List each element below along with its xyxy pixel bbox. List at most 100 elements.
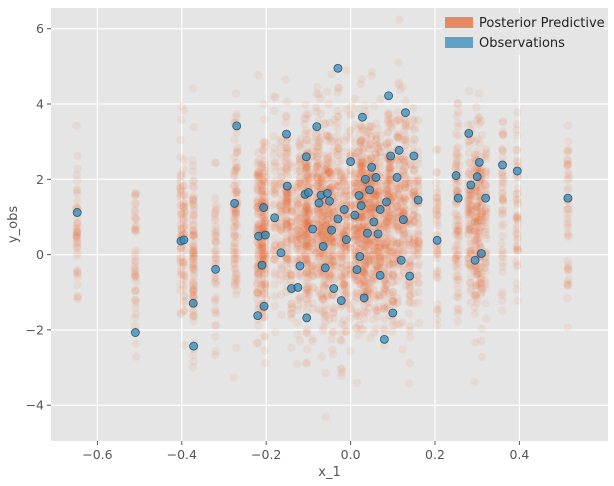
- posterior-sample-point: [380, 323, 389, 333]
- posterior-sample-point: [282, 253, 292, 263]
- posterior-sample-point: [303, 294, 312, 303]
- posterior-sample-point: [312, 215, 321, 224]
- posterior-sample-point: [367, 202, 376, 212]
- posterior-sample-point: [318, 208, 328, 218]
- observation-point: [375, 270, 385, 280]
- posterior-sample-point: [394, 129, 403, 139]
- posterior-sample-point: [384, 300, 393, 310]
- posterior-sample-point: [369, 200, 378, 210]
- posterior-sample-point: [327, 269, 336, 278]
- posterior-sample-point: [277, 213, 286, 222]
- posterior-sample-point: [312, 103, 321, 112]
- posterior-sample-point: [355, 258, 364, 268]
- posterior-sample-point: [400, 206, 410, 215]
- posterior-sample-point: [230, 231, 240, 240]
- posterior-sample-point: [304, 182, 313, 191]
- posterior-sample-point: [375, 260, 385, 269]
- posterior-sample-point: [179, 155, 188, 164]
- posterior-sample-point: [454, 225, 463, 235]
- posterior-sample-point: [388, 246, 397, 256]
- posterior-sample-point: [356, 142, 365, 152]
- posterior-sample-point: [319, 252, 329, 261]
- posterior-sample-point: [342, 280, 352, 290]
- posterior-sample-point: [176, 208, 186, 217]
- posterior-sample-point: [257, 186, 266, 196]
- posterior-sample-point: [345, 261, 355, 270]
- posterior-sample-point: [376, 222, 385, 231]
- posterior-sample-point: [287, 222, 297, 231]
- posterior-sample-point: [295, 268, 305, 278]
- posterior-sample-point: [257, 188, 266, 198]
- posterior-sample-point: [317, 227, 326, 236]
- posterior-sample-point: [325, 212, 334, 221]
- posterior-sample-point: [353, 178, 362, 187]
- posterior-sample-point: [382, 190, 391, 199]
- posterior-sample-point: [286, 206, 296, 216]
- posterior-sample-point: [394, 58, 404, 67]
- posterior-sample-point: [254, 168, 263, 177]
- posterior-sample-point: [313, 207, 322, 216]
- posterior-sample-point: [401, 140, 410, 150]
- posterior-sample-point: [312, 162, 322, 172]
- posterior-sample-point: [363, 199, 373, 208]
- posterior-sample-point: [295, 137, 304, 147]
- posterior-sample-point: [358, 124, 367, 133]
- posterior-sample-point: [259, 168, 269, 177]
- posterior-sample-point: [383, 270, 393, 279]
- posterior-sample-point: [350, 219, 360, 228]
- posterior-sample-point: [360, 165, 369, 174]
- posterior-sample-point: [189, 249, 199, 258]
- posterior-sample-point: [176, 201, 185, 210]
- posterior-sample-point: [188, 215, 198, 224]
- posterior-sample-point: [270, 255, 279, 265]
- posterior-sample-point: [188, 161, 198, 171]
- posterior-sample-point: [179, 222, 188, 232]
- posterior-sample-point: [454, 160, 464, 170]
- posterior-sample-point: [318, 230, 327, 239]
- posterior-sample-point: [477, 130, 487, 140]
- posterior-sample-point: [282, 97, 292, 106]
- posterior-sample-point: [230, 260, 239, 269]
- posterior-sample-point: [212, 227, 221, 237]
- posterior-sample-point: [282, 205, 291, 214]
- posterior-sample-point: [334, 163, 343, 173]
- posterior-sample-point: [347, 305, 356, 314]
- posterior-sample-point: [270, 233, 280, 243]
- posterior-sample-point: [282, 200, 291, 209]
- posterior-sample-point: [384, 288, 394, 297]
- posterior-sample-point: [319, 211, 328, 220]
- posterior-sample-point: [376, 257, 385, 267]
- posterior-sample-point: [259, 196, 269, 206]
- observation-point: [384, 91, 393, 101]
- posterior-sample-point: [382, 216, 392, 226]
- posterior-sample-point: [258, 245, 267, 254]
- posterior-sample-point: [176, 182, 185, 191]
- posterior-sample-point: [257, 239, 267, 249]
- posterior-sample-point: [372, 141, 381, 151]
- posterior-sample-point: [336, 365, 346, 374]
- posterior-sample-point: [399, 154, 408, 164]
- posterior-sample-point: [381, 280, 391, 290]
- posterior-sample-point: [454, 131, 463, 141]
- observation-point: [354, 191, 364, 200]
- posterior-sample-point: [188, 238, 198, 248]
- observation-point: [359, 293, 369, 303]
- posterior-sample-point: [254, 220, 263, 229]
- posterior-sample-point: [341, 223, 350, 232]
- posterior-sample-point: [401, 96, 410, 106]
- posterior-sample-point: [347, 170, 356, 180]
- posterior-sample-point: [257, 180, 266, 190]
- posterior-sample-point: [283, 168, 292, 177]
- posterior-sample-point: [346, 270, 355, 279]
- posterior-sample-point: [342, 220, 352, 229]
- posterior-sample-point: [357, 183, 367, 193]
- posterior-sample-point: [301, 180, 310, 189]
- posterior-sample-point: [341, 243, 350, 252]
- posterior-sample-point: [409, 134, 419, 144]
- posterior-sample-point: [301, 289, 311, 298]
- posterior-sample-point: [386, 181, 395, 190]
- posterior-sample-point: [358, 159, 368, 168]
- posterior-sample-point: [326, 250, 336, 259]
- posterior-sample-point: [395, 152, 404, 162]
- posterior-sample-point: [254, 246, 263, 255]
